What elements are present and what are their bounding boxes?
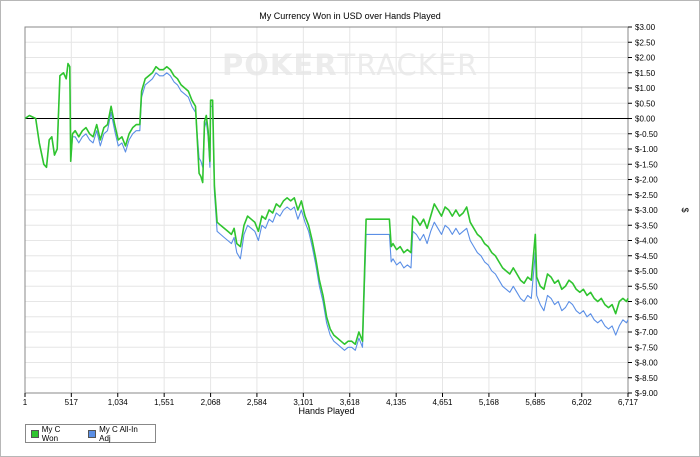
x-tick-label: 4,651	[432, 398, 453, 407]
legend-swatch-won	[31, 429, 39, 438]
y-tick-label: $-5.50	[635, 282, 658, 291]
x-tick-label: 1,551	[154, 398, 175, 407]
x-tick-label: 2,068	[201, 398, 222, 407]
x-tick-label: 517	[65, 398, 79, 407]
y-tick-label: $-8.00	[635, 359, 658, 368]
y-tick-label: $0.50	[635, 99, 656, 108]
watermark-tracker-text: TRACKER	[337, 48, 479, 82]
x-tick-label: 2,584	[247, 398, 268, 407]
y-tick-label: $-5.00	[635, 267, 658, 276]
y-tick-label: $-2.00	[635, 176, 658, 185]
legend-label-won: My C Won	[41, 424, 61, 443]
grid-lines	[24, 26, 629, 394]
chart-legend: My C Won My C All-In Adj	[25, 424, 156, 443]
y-tick-label: $-1.00	[635, 145, 658, 154]
y-tick-label: $-3.00	[635, 206, 658, 215]
x-tick-label: 3,618	[340, 398, 361, 407]
x-tick-label: 3,101	[293, 398, 314, 407]
y-axis-title: $	[680, 207, 690, 212]
y-tick-label: $0.00	[635, 115, 656, 124]
y-axis-ticks: $3.00 $2.50 $2.00 $1.50 $1.00 $0.50 $0.00 $-0.5…	[628, 23, 658, 398]
y-tick-label: $-6.00	[635, 298, 658, 307]
x-axis-title: Hands Played	[298, 406, 354, 416]
y-tick-label: $-4.50	[635, 252, 658, 261]
series-line-won	[24, 62, 629, 346]
y-tick-label: $-9.00	[635, 389, 658, 398]
series-line-allin-adj	[24, 63, 629, 351]
y-tick-label: $1.50	[635, 69, 656, 78]
y-tick-label: $2.50	[635, 38, 656, 47]
y-tick-label: $-7.50	[635, 343, 658, 352]
legend-label-allin: My C All-In Adj	[99, 424, 138, 443]
y-tick-label: $-4.00	[635, 237, 658, 246]
series-lines	[24, 62, 629, 351]
x-tick-label: 5,168	[479, 398, 500, 407]
y-tick-label: $-2.50	[635, 191, 658, 200]
legend-swatch-allin	[88, 429, 97, 438]
y-tick-label: $-0.50	[635, 130, 658, 139]
y-tick-label: $-3.50	[635, 221, 658, 230]
x-tick-label: 6,202	[572, 398, 593, 407]
legend-item-won: My C Won	[31, 425, 77, 443]
y-tick-label: $-1.50	[635, 160, 658, 169]
x-tick-label: 4,135	[386, 398, 407, 407]
y-tick-label: $2.00	[635, 54, 656, 63]
y-tick-label: $-7.00	[635, 328, 658, 337]
y-tick-label: $3.00	[635, 23, 656, 32]
y-tick-label: $-6.50	[635, 313, 658, 322]
x-tick-label: 5,685	[525, 398, 546, 407]
x-tick-label: 1,034	[108, 398, 129, 407]
pokertracker-watermark: POKERTRACKER	[222, 48, 478, 82]
y-tick-label: $-8.50	[635, 374, 658, 383]
watermark-poker-text: POKER	[222, 48, 338, 82]
x-tick-label: 6,717	[618, 398, 639, 407]
x-tick-label: 1	[23, 398, 28, 407]
chart-title: My Currency Won in USD over Hands Played	[259, 11, 441, 21]
legend-item-allin: My C All-In Adj	[88, 425, 149, 443]
y-tick-label: $1.00	[635, 84, 656, 93]
x-axis-ticks: 1 517 1,034 1,551 2,068 2,584 3,101 3,618 4,135 4…	[23, 393, 639, 407]
